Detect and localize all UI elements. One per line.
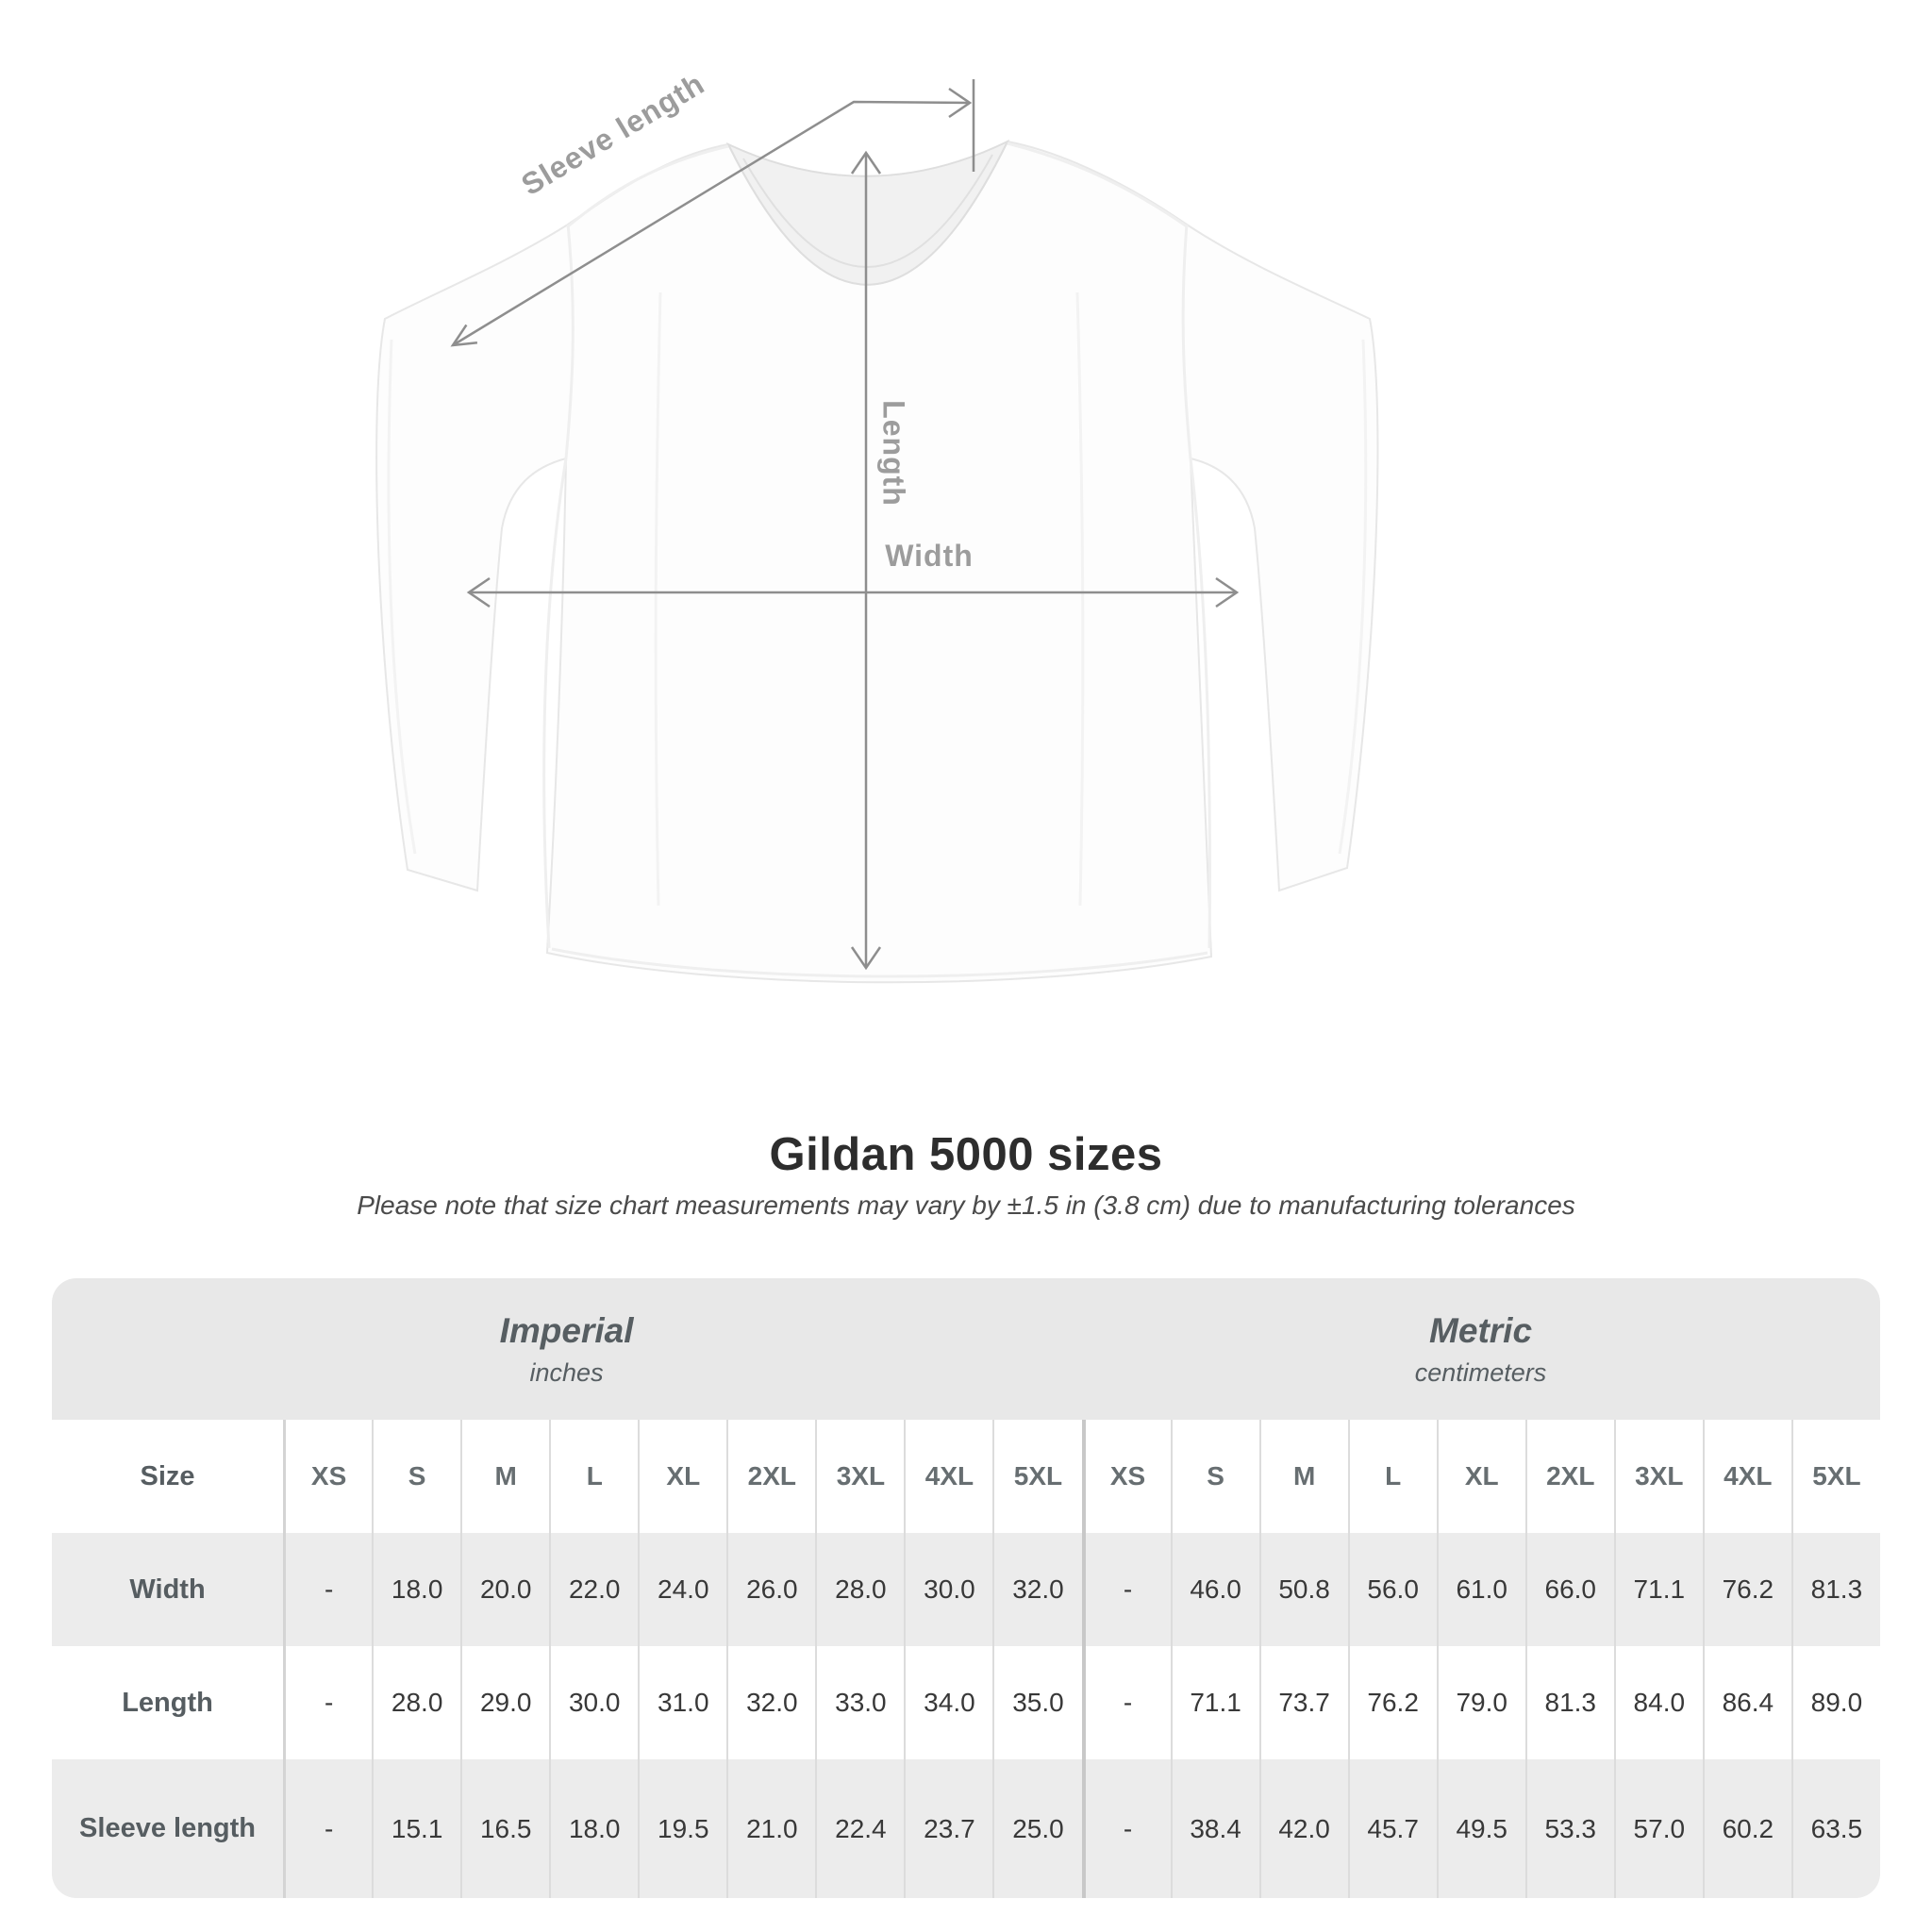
- value-cell: 86.4: [1702, 1646, 1791, 1759]
- value-cell: 18.0: [372, 1533, 460, 1646]
- size-cell: XL: [1436, 1420, 1525, 1533]
- value-cell: 50.8: [1258, 1533, 1348, 1646]
- value-cell: 79.0: [1436, 1646, 1525, 1759]
- size-cell: XS: [1081, 1420, 1171, 1533]
- tolerance-note: Please note that size chart measurements…: [357, 1191, 1575, 1220]
- width-line: [466, 576, 1240, 608]
- value-cell: 21.0: [726, 1759, 815, 1898]
- value-cell: 84.0: [1613, 1646, 1703, 1759]
- size-cell: M: [1258, 1420, 1348, 1533]
- tshirt-illustration: [375, 139, 1379, 984]
- value-cell: -: [1081, 1533, 1171, 1646]
- value-cell: 16.5: [460, 1759, 549, 1898]
- value-cell: 57.0: [1613, 1759, 1703, 1898]
- value-cell: 20.0: [460, 1533, 549, 1646]
- row-header-length: Length: [122, 1687, 213, 1718]
- value-cell: 31.0: [638, 1646, 726, 1759]
- value-cell: 81.3: [1524, 1646, 1614, 1759]
- page-title: Gildan 5000 sizes: [769, 1129, 1163, 1180]
- size-cell: 3XL: [815, 1420, 904, 1533]
- size-cell: 4XL: [1702, 1420, 1791, 1533]
- imperial-title: Imperial: [499, 1310, 634, 1350]
- value-cell: 49.5: [1436, 1759, 1525, 1898]
- value-cell: 22.4: [815, 1759, 904, 1898]
- size-cell: XL: [638, 1420, 726, 1533]
- size-cell: XS: [283, 1420, 372, 1533]
- value-cell: 29.0: [460, 1646, 549, 1759]
- value-cell: 32.0: [992, 1533, 1081, 1646]
- collar: [725, 139, 1010, 286]
- value-cell: 26.0: [726, 1533, 815, 1646]
- value-cell: 15.1: [372, 1759, 460, 1898]
- value-cell: 28.0: [372, 1646, 460, 1759]
- value-cell: 56.0: [1347, 1533, 1437, 1646]
- size-cell: S: [1170, 1420, 1259, 1533]
- size-cell: 5XL: [1790, 1420, 1880, 1533]
- size-cell: L: [1347, 1420, 1437, 1533]
- metric-title: Metric: [1429, 1310, 1533, 1350]
- value-cell: 73.7: [1258, 1646, 1348, 1759]
- value-cell: 19.5: [638, 1759, 726, 1898]
- row-header-width: Width: [129, 1574, 206, 1605]
- size-cell: L: [549, 1420, 638, 1533]
- width-label: Width: [885, 539, 974, 573]
- imperial-unit: inches: [529, 1357, 604, 1387]
- value-cell: 28.0: [815, 1533, 904, 1646]
- table-row-sizes: Size XS S M L XL 2XL 3XL 4XL 5XL XS S M …: [52, 1420, 1880, 1533]
- table-row-width: Width - 18.0 20.0 22.0 24.0 26.0 28.0 30…: [52, 1533, 1880, 1646]
- size-table: Imperial inches Metric centimeters Size …: [52, 1278, 1880, 1898]
- value-cell: 25.0: [992, 1759, 1081, 1898]
- size-cell: S: [372, 1420, 460, 1533]
- value-cell: -: [283, 1533, 372, 1646]
- value-cell: 53.3: [1524, 1759, 1614, 1898]
- value-cell: 76.2: [1347, 1646, 1437, 1759]
- length-label: Length: [876, 400, 911, 507]
- size-cell: M: [460, 1420, 549, 1533]
- imperial-section-header: Imperial inches: [52, 1278, 1081, 1420]
- value-cell: 63.5: [1790, 1759, 1880, 1898]
- value-cell: 18.0: [549, 1759, 638, 1898]
- value-cell: -: [283, 1759, 372, 1898]
- value-cell: 42.0: [1258, 1759, 1348, 1898]
- value-cell: 38.4: [1170, 1759, 1259, 1898]
- value-cell: 35.0: [992, 1646, 1081, 1759]
- tshirt-measurement-diagram: [375, 79, 1379, 984]
- value-cell: 23.7: [904, 1759, 992, 1898]
- value-cell: 76.2: [1702, 1533, 1791, 1646]
- value-cell: 89.0: [1790, 1646, 1880, 1759]
- unit-header-row: Imperial inches Metric centimeters: [52, 1278, 1880, 1420]
- length-line: [850, 150, 882, 971]
- size-cell: 2XL: [1524, 1420, 1614, 1533]
- value-cell: 34.0: [904, 1646, 992, 1759]
- value-cell: 33.0: [815, 1646, 904, 1759]
- metric-section-header: Metric centimeters: [1081, 1278, 1880, 1420]
- metric-unit: centimeters: [1414, 1357, 1547, 1387]
- value-cell: 81.3: [1790, 1533, 1880, 1646]
- row-header-sleeve-length: Sleeve length: [79, 1813, 257, 1843]
- value-cell: 46.0: [1170, 1533, 1259, 1646]
- value-cell: -: [1081, 1759, 1171, 1898]
- value-cell: 45.7: [1347, 1759, 1437, 1898]
- value-cell: 30.0: [904, 1533, 992, 1646]
- value-cell: 71.1: [1613, 1533, 1703, 1646]
- value-cell: 71.1: [1170, 1646, 1259, 1759]
- value-cell: 22.0: [549, 1533, 638, 1646]
- value-cell: -: [1081, 1646, 1171, 1759]
- value-cell: 66.0: [1524, 1533, 1614, 1646]
- size-cell: 3XL: [1613, 1420, 1703, 1533]
- table-row-sleeve-length: Sleeve length - 15.1 16.5 18.0 19.5 21.0…: [52, 1759, 1880, 1898]
- size-cell: 5XL: [992, 1420, 1081, 1533]
- value-cell: 32.0: [726, 1646, 815, 1759]
- value-cell: 24.0: [638, 1533, 726, 1646]
- size-cell: 2XL: [726, 1420, 815, 1533]
- value-cell: 60.2: [1702, 1759, 1791, 1898]
- value-cell: 30.0: [549, 1646, 638, 1759]
- value-cell: 61.0: [1436, 1533, 1525, 1646]
- size-row-header: Size: [140, 1460, 195, 1491]
- table-row-length: Length - 28.0 29.0 30.0 31.0 32.0 33.0 3…: [52, 1646, 1880, 1759]
- sleeve-length-line: [450, 79, 975, 347]
- value-cell: -: [283, 1646, 372, 1759]
- size-cell: 4XL: [904, 1420, 992, 1533]
